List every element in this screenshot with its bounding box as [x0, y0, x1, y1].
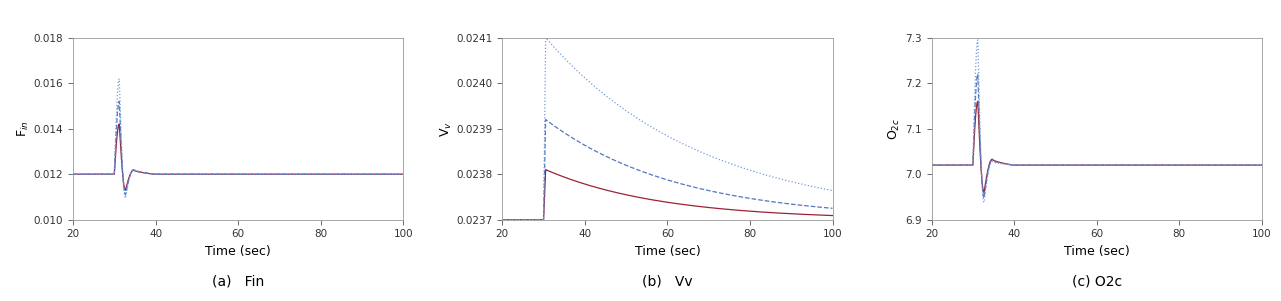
- Text: (a)   Fin: (a) Fin: [211, 275, 264, 288]
- X-axis label: Time (sec): Time (sec): [634, 245, 701, 258]
- Y-axis label: V$_v$: V$_v$: [438, 121, 453, 137]
- Y-axis label: O$_{2c}$: O$_{2c}$: [888, 118, 902, 140]
- Y-axis label: F$_{in}$: F$_{in}$: [15, 120, 31, 137]
- Text: (b)   Vv: (b) Vv: [642, 275, 693, 288]
- X-axis label: Time (sec): Time (sec): [205, 245, 272, 258]
- X-axis label: Time (sec): Time (sec): [1063, 245, 1130, 258]
- Text: (c) O2c: (c) O2c: [1072, 275, 1122, 288]
